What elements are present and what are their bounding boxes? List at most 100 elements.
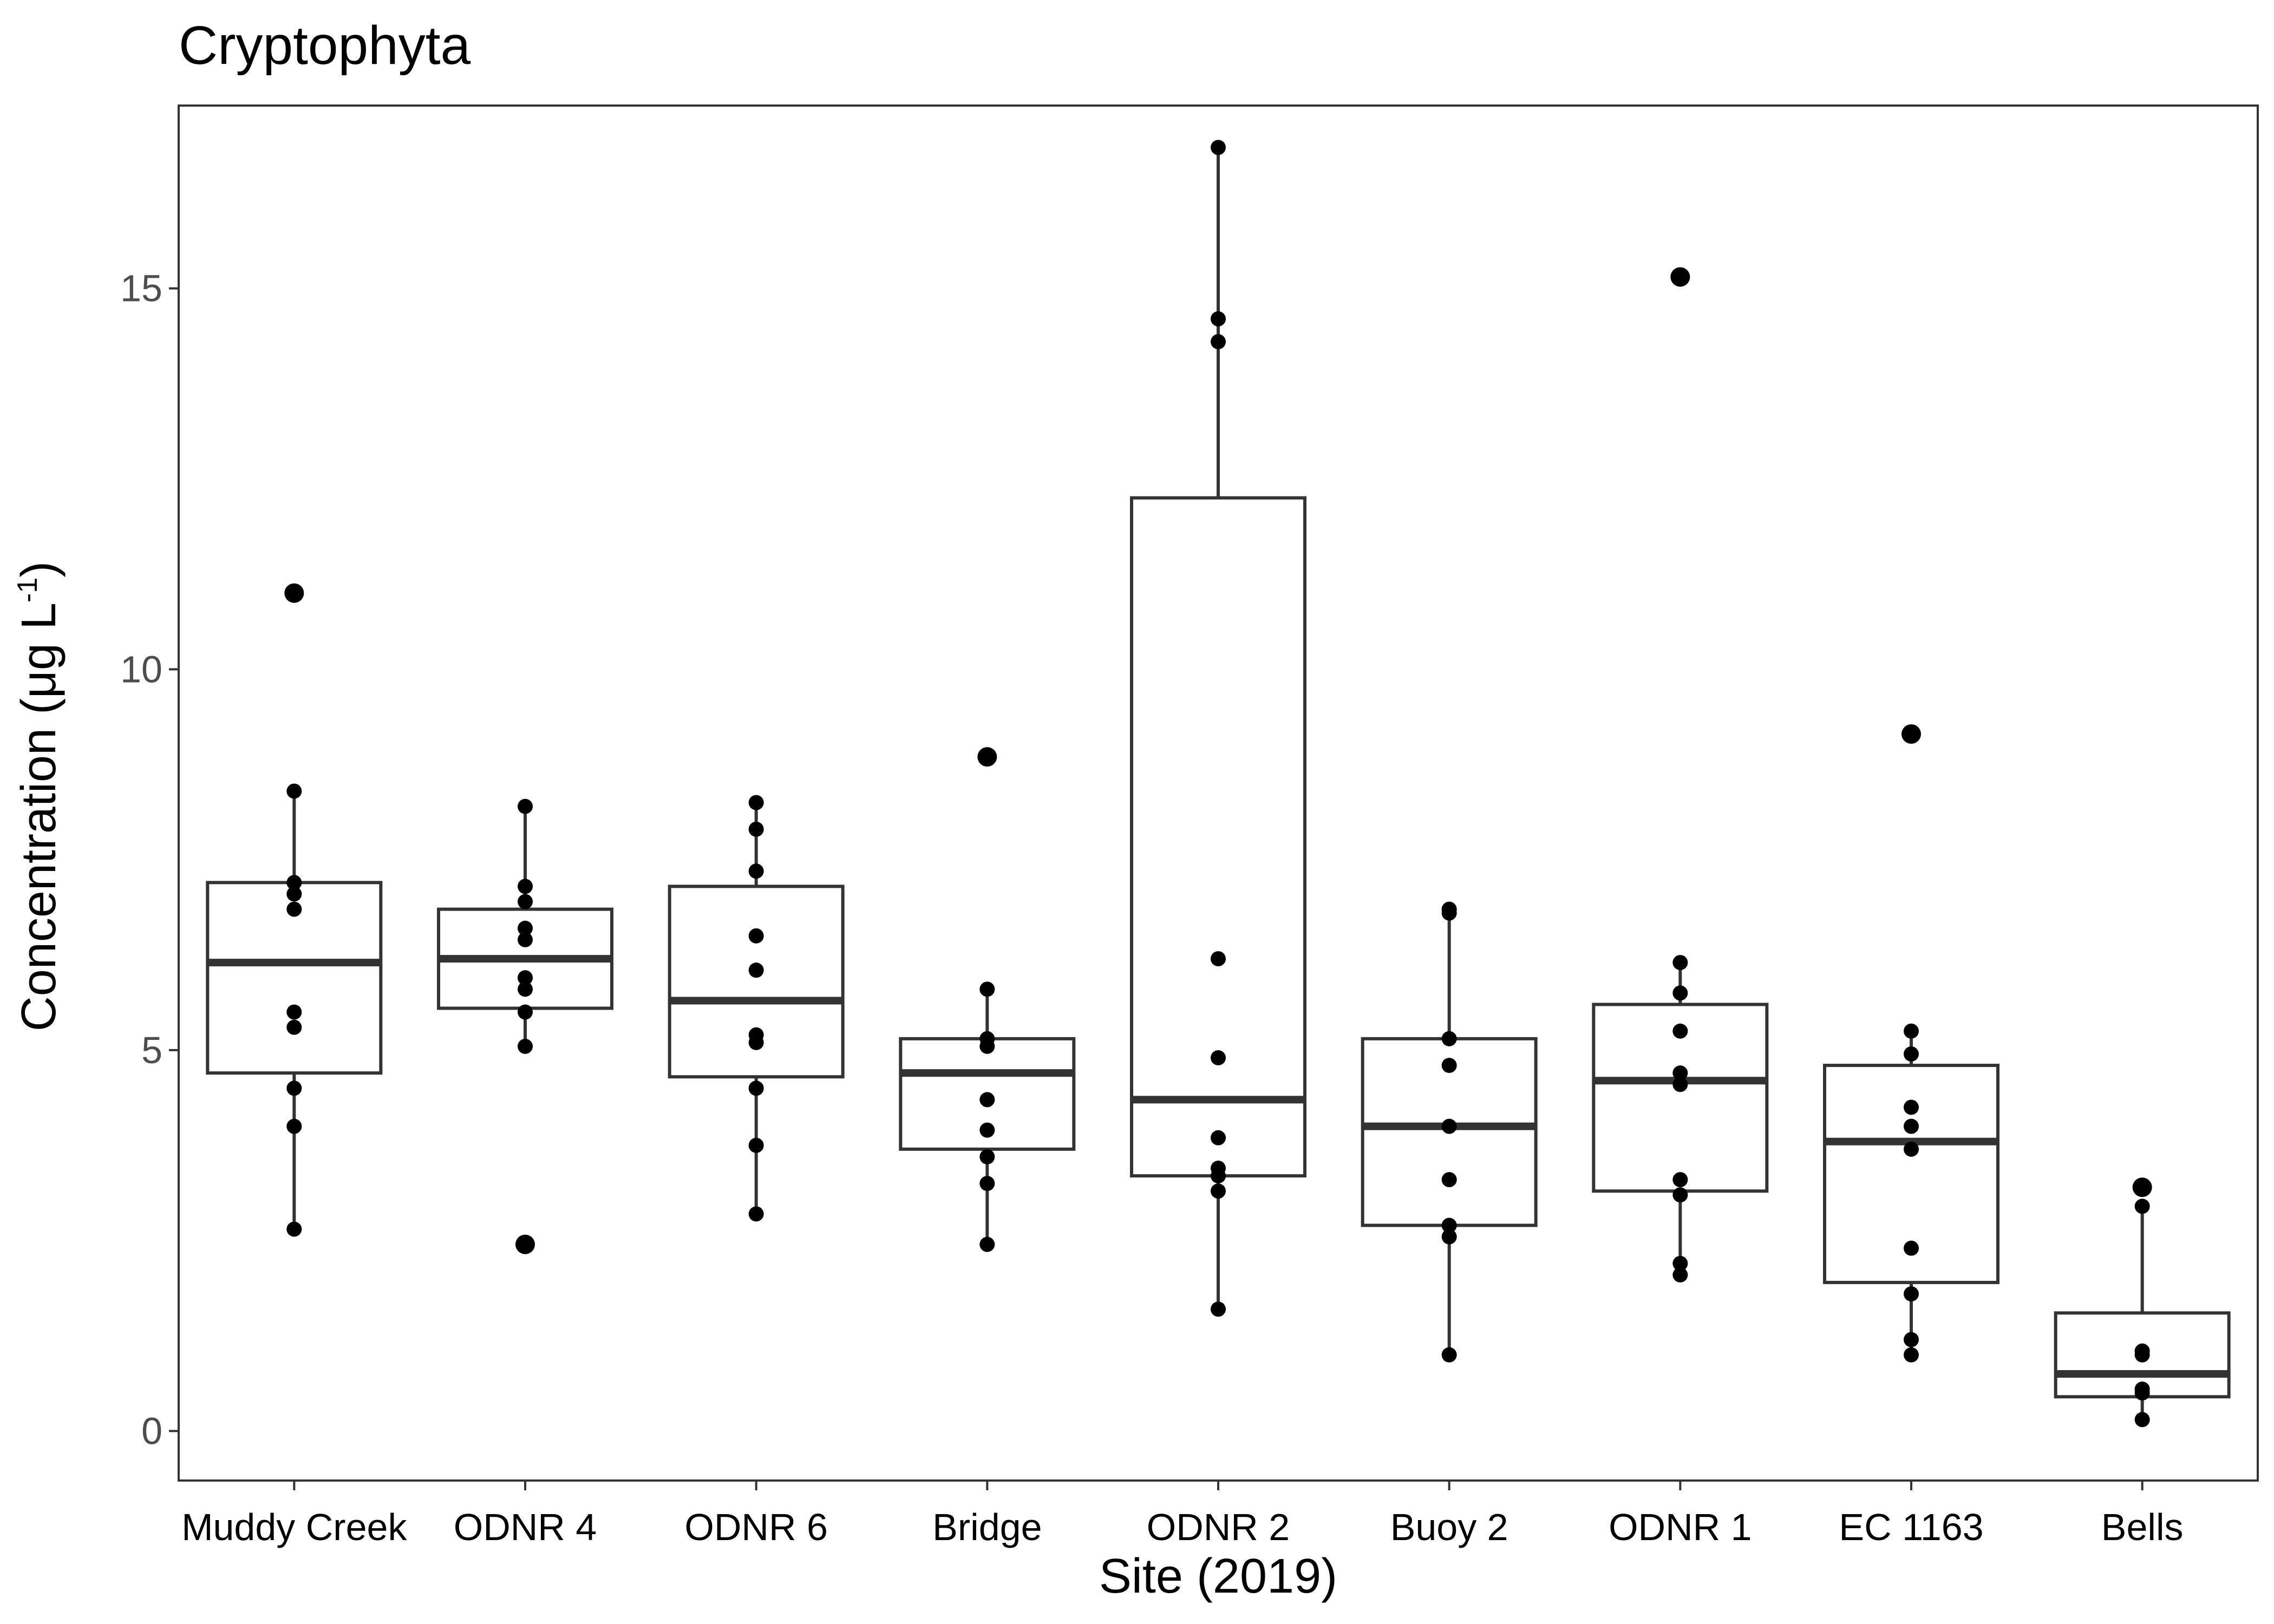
data-point bbox=[1441, 905, 1457, 921]
x-tick-label: ODNR 4 bbox=[454, 1506, 597, 1548]
box-group bbox=[1130, 140, 1306, 1317]
data-point bbox=[286, 875, 302, 890]
data-point bbox=[1904, 1118, 1919, 1134]
data-point bbox=[1211, 1050, 1226, 1066]
data-point bbox=[979, 749, 995, 765]
x-tick-label: EC 1163 bbox=[1839, 1506, 1983, 1548]
data-point bbox=[286, 1221, 302, 1237]
data-point bbox=[1904, 1347, 1919, 1363]
data-point bbox=[518, 879, 533, 894]
data-point bbox=[1904, 726, 1919, 742]
data-point bbox=[1904, 1332, 1919, 1347]
y-axis-title-main: Concentration (μg L bbox=[12, 603, 66, 1031]
data-point bbox=[1211, 951, 1226, 967]
box-group bbox=[206, 583, 383, 1237]
data-point bbox=[286, 783, 302, 799]
x-tick-label: Bells bbox=[2101, 1506, 2184, 1548]
x-tick-label: Bridge bbox=[932, 1506, 1042, 1548]
data-point bbox=[1904, 1286, 1919, 1302]
data-point bbox=[286, 1118, 302, 1134]
y-axis-title: Concentration (μg L-1) bbox=[12, 561, 66, 1032]
data-point bbox=[1441, 1172, 1457, 1188]
data-point bbox=[1672, 985, 1688, 1001]
data-point bbox=[979, 1236, 995, 1252]
data-point bbox=[286, 1019, 302, 1035]
data-point bbox=[1441, 1058, 1457, 1073]
y-tick-label: 0 bbox=[141, 1410, 162, 1452]
data-point bbox=[748, 795, 764, 810]
data-point bbox=[286, 886, 302, 902]
data-point bbox=[1441, 1229, 1457, 1245]
y-tick-label: 15 bbox=[120, 267, 162, 310]
data-point bbox=[518, 798, 533, 814]
data-point bbox=[748, 1034, 764, 1050]
data-point bbox=[286, 901, 302, 917]
data-point bbox=[979, 1038, 995, 1054]
data-point bbox=[518, 920, 533, 936]
data-point bbox=[518, 1038, 533, 1054]
box-group bbox=[1592, 267, 1769, 1283]
box-group bbox=[437, 798, 613, 1254]
data-point bbox=[1672, 1255, 1688, 1271]
data-point bbox=[748, 962, 764, 978]
data-point bbox=[2134, 1347, 2150, 1363]
data-point bbox=[979, 981, 995, 997]
plot-area bbox=[178, 104, 2259, 1482]
box-group bbox=[1823, 724, 1999, 1363]
data-point bbox=[1672, 269, 1688, 285]
data-point bbox=[2134, 1385, 2150, 1401]
data-point bbox=[1441, 1217, 1457, 1233]
data-point bbox=[518, 932, 533, 947]
data-point bbox=[1904, 1046, 1919, 1062]
data-point bbox=[1211, 311, 1226, 327]
data-point bbox=[1672, 1077, 1688, 1092]
data-point bbox=[1672, 1023, 1688, 1039]
y-axis: 0 5 10 15 bbox=[120, 267, 179, 1452]
chart-title: Cryptophyta bbox=[179, 15, 471, 76]
y-tick-label: 10 bbox=[120, 648, 162, 690]
box-group bbox=[2054, 1177, 2231, 1427]
data-point bbox=[2134, 1412, 2150, 1427]
data-point bbox=[1211, 334, 1226, 350]
data-point bbox=[1672, 1065, 1688, 1081]
data-point bbox=[1441, 1031, 1457, 1046]
data-point bbox=[979, 1122, 995, 1138]
data-point bbox=[286, 1004, 302, 1020]
data-point bbox=[1672, 1187, 1688, 1203]
y-axis-title-close: ) bbox=[12, 561, 66, 578]
data-point bbox=[1211, 1130, 1226, 1145]
y-tick-label: 5 bbox=[141, 1029, 162, 1071]
y-axis-title-superscript: -1 bbox=[12, 578, 43, 603]
data-point bbox=[518, 894, 533, 909]
data-point bbox=[1672, 1267, 1688, 1283]
data-point bbox=[286, 585, 302, 601]
data-point bbox=[1904, 1023, 1919, 1039]
box-iqr bbox=[1130, 496, 1306, 1178]
x-tick-label: Buoy 2 bbox=[1390, 1506, 1508, 1548]
data-point bbox=[1904, 1240, 1919, 1256]
x-axis: Muddy Creek ODNR 4 ODNR 6 Bridge ODNR 2 Buoy … bbox=[181, 1481, 2184, 1548]
data-point bbox=[748, 1206, 764, 1222]
data-point bbox=[1904, 1099, 1919, 1115]
data-point bbox=[1211, 1183, 1226, 1199]
data-point bbox=[979, 1092, 995, 1108]
data-point bbox=[1441, 1118, 1457, 1134]
data-point bbox=[748, 1137, 764, 1153]
data-point bbox=[748, 863, 764, 879]
data-point bbox=[518, 1004, 533, 1020]
data-point bbox=[979, 1176, 995, 1191]
data-point bbox=[1211, 140, 1226, 155]
data-point bbox=[979, 1149, 995, 1164]
x-tick-label: Muddy Creek bbox=[181, 1506, 407, 1548]
box-group bbox=[668, 795, 845, 1222]
x-tick-label: ODNR 6 bbox=[684, 1506, 827, 1548]
data-point bbox=[1211, 1301, 1226, 1317]
data-point bbox=[1672, 1172, 1688, 1188]
data-point bbox=[748, 1081, 764, 1096]
x-axis-title: Site (2019) bbox=[1099, 1549, 1337, 1603]
data-point bbox=[518, 981, 533, 997]
data-point bbox=[1441, 1347, 1457, 1363]
data-point bbox=[518, 970, 533, 986]
data-point bbox=[748, 928, 764, 944]
